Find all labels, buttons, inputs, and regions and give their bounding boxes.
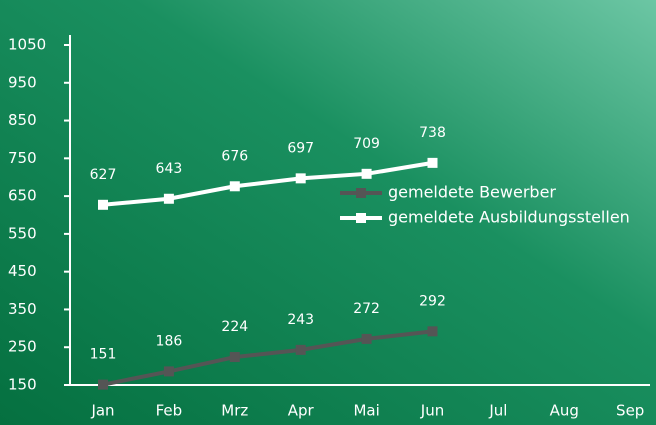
- series-line: [102, 329, 433, 387]
- point: [361, 168, 372, 179]
- data-label: 709: [353, 136, 380, 152]
- x-tick-label: Apr: [288, 402, 315, 420]
- legend-marker: [356, 188, 366, 198]
- data-label: 243: [287, 312, 314, 328]
- x-tick-label: Aug: [550, 402, 579, 420]
- data-label: 738: [419, 125, 446, 141]
- data-label: 224: [221, 319, 248, 335]
- point: [229, 352, 240, 363]
- point: [163, 366, 174, 377]
- y-tick-label: 1050: [8, 36, 46, 54]
- y-tick-label: 550: [8, 224, 37, 242]
- point: [98, 199, 108, 210]
- y-tick-label: 450: [8, 262, 37, 280]
- data-label: 292: [419, 293, 446, 309]
- x-tick-label: Jul: [488, 402, 507, 420]
- data-label: 627: [90, 167, 117, 183]
- x-tick-label: Mai: [353, 402, 379, 420]
- y-tick-label: 650: [8, 187, 37, 205]
- point: [98, 379, 108, 390]
- x-tick-label: Jun: [420, 402, 444, 420]
- data-label: 272: [353, 301, 380, 317]
- point: [361, 333, 372, 344]
- y-tick-label: 350: [8, 300, 37, 318]
- legend-marker: [356, 213, 366, 223]
- y-tick-label: 250: [8, 338, 37, 356]
- y-tick-label: 950: [8, 73, 37, 91]
- y-tick-label: 850: [8, 111, 37, 129]
- y-tick-label: 150: [8, 376, 37, 394]
- data-label: 643: [156, 161, 183, 177]
- x-tick-label: Mrz: [221, 402, 248, 420]
- data-label: 676: [221, 148, 248, 164]
- x-tick-label: Jan: [90, 402, 114, 420]
- legend-label: gemeldete Ausbildungsstellen: [388, 208, 630, 227]
- point: [295, 344, 306, 355]
- series-line: [102, 160, 433, 207]
- point: [427, 157, 438, 168]
- data-label: 186: [156, 333, 183, 349]
- point: [163, 193, 174, 204]
- x-tick-label: Feb: [156, 402, 183, 420]
- legend-label: gemeldete Bewerber: [388, 183, 556, 202]
- y-tick-label: 750: [8, 149, 37, 167]
- point: [295, 173, 306, 184]
- data-label: 151: [90, 347, 117, 363]
- x-tick-label: Sep: [616, 402, 644, 420]
- point: [229, 181, 240, 192]
- data-label: 697: [287, 140, 314, 156]
- point: [427, 326, 438, 337]
